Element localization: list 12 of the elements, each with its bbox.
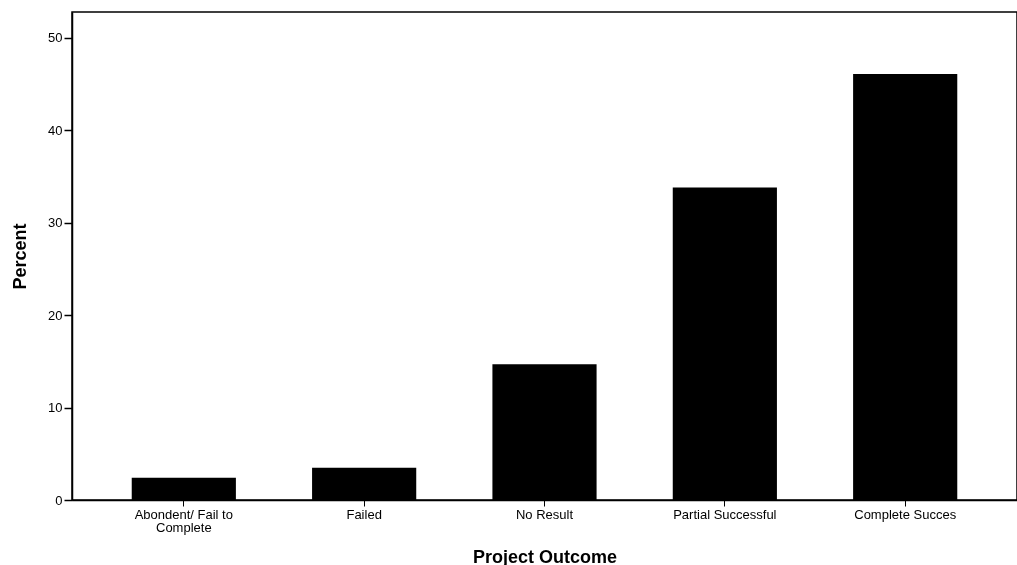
y-axis-title: Percent — [10, 223, 31, 290]
x-tick-label: Partial Successful — [673, 506, 777, 522]
y-tick-label: 0 — [55, 492, 63, 508]
y-tick-label: 30 — [48, 215, 63, 231]
y-tick-label: 50 — [48, 30, 63, 46]
y-tick-label: 10 — [48, 400, 63, 416]
x-tick-label: No Result — [515, 506, 574, 522]
y-tick-label: 20 — [48, 307, 63, 323]
x-tick-label: Abondent/ Fail to Complete — [134, 506, 233, 535]
y-tick-label: 40 — [48, 122, 63, 138]
x-tick-label: Failed — [346, 506, 382, 522]
x-tick-label: Complete Succes — [854, 506, 957, 522]
